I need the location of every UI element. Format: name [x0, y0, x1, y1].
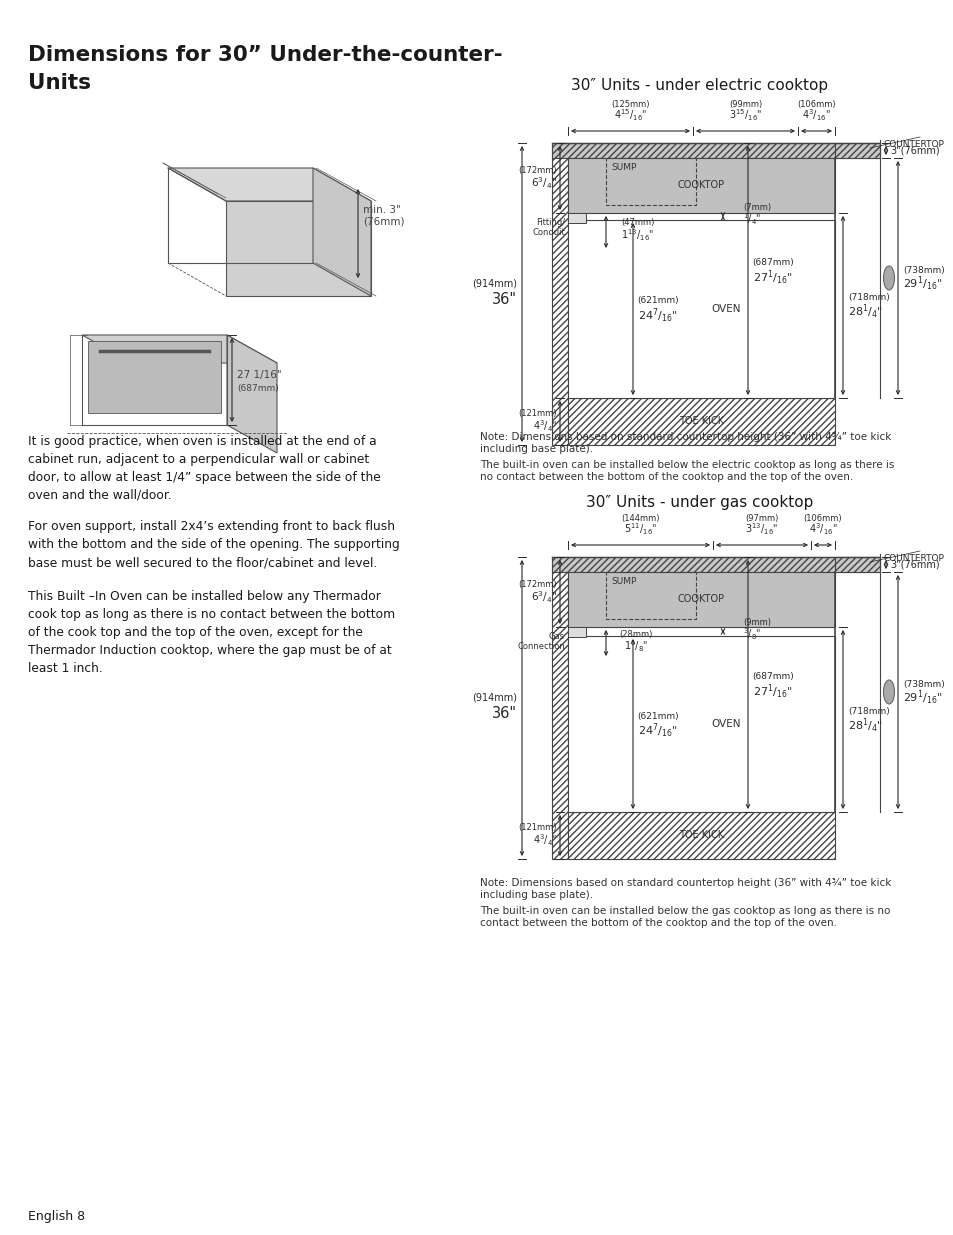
Text: (28mm): (28mm) [618, 630, 652, 638]
Text: 36": 36" [492, 293, 517, 308]
Bar [552, 557, 567, 860]
Ellipse shape [882, 266, 894, 290]
Bar [567, 572, 834, 627]
Bar [552, 557, 879, 572]
Text: 4$^{15}$/$_{16}$": 4$^{15}$/$_{16}$" [614, 107, 646, 122]
Text: (914mm): (914mm) [472, 279, 517, 289]
Bar [567, 398, 834, 445]
Text: $^{3}$/$_{8}$": $^{3}$/$_{8}$" [742, 626, 760, 642]
Text: Units: Units [28, 73, 91, 93]
Bar [834, 557, 879, 572]
Text: 27 1/16": 27 1/16" [236, 370, 281, 380]
Polygon shape [227, 335, 276, 453]
Text: COOKTOP: COOKTOP [678, 180, 724, 190]
Text: 30″ Units - under gas cooktop: 30″ Units - under gas cooktop [586, 495, 813, 510]
Text: 29$^{1}$/$_{16}$": 29$^{1}$/$_{16}$" [902, 275, 942, 293]
Text: (718mm): (718mm) [847, 293, 889, 303]
Bar [567, 158, 834, 212]
Text: 27$^{1}$/$_{16}$": 27$^{1}$/$_{16}$" [752, 268, 792, 287]
Text: For oven support, install 2x4’s extending front to back flush
with the bottom an: For oven support, install 2x4’s extendin… [28, 520, 399, 569]
Text: (914mm): (914mm) [472, 693, 517, 703]
Text: (687mm): (687mm) [751, 258, 793, 267]
Polygon shape [226, 201, 371, 296]
Bar [834, 143, 879, 158]
Text: $^{1}$/$_{4}$": $^{1}$/$_{4}$" [742, 211, 760, 227]
Text: 1$^{13}$/$_{16}$": 1$^{13}$/$_{16}$" [620, 227, 654, 243]
Text: 4$^{3}$/$_{16}$": 4$^{3}$/$_{16}$" [808, 521, 837, 537]
Text: 36": 36" [492, 706, 517, 721]
Text: English 8: English 8 [28, 1210, 85, 1223]
Text: Gas
Connection: Gas Connection [517, 632, 564, 651]
Text: (621mm): (621mm) [637, 296, 679, 305]
Text: 6$^{3}$/$_{4}$": 6$^{3}$/$_{4}$" [531, 175, 557, 190]
Text: The built-in oven can be installed below the electric cooktop as long as there i: The built-in oven can be installed below… [479, 459, 894, 482]
Text: The built-in oven can be installed below the gas cooktop as long as there is no
: The built-in oven can be installed below… [479, 906, 889, 927]
Text: (718mm): (718mm) [847, 706, 889, 716]
Text: OVEN: OVEN [711, 719, 740, 729]
Text: 30″ Units - under electric cooktop: 30″ Units - under electric cooktop [571, 78, 828, 93]
Text: TOE KICK: TOE KICK [679, 416, 723, 426]
Text: 4$^{3}$/$_{4}$": 4$^{3}$/$_{4}$" [532, 832, 557, 848]
Text: This Built –In Oven can be installed below any Thermador
cook top as long as the: This Built –In Oven can be installed bel… [28, 590, 395, 676]
Text: SUMP: SUMP [610, 577, 636, 585]
Text: COUNTERTOP: COUNTERTOP [883, 555, 943, 563]
Text: Note: Dimensions based on standard countertop height (36” with 4¾” toe kick
incl: Note: Dimensions based on standard count… [479, 878, 890, 899]
Text: 3"(76mm): 3"(76mm) [889, 559, 939, 569]
Text: 27$^{1}$/$_{16}$": 27$^{1}$/$_{16}$" [752, 682, 792, 700]
Text: (125mm): (125mm) [611, 100, 649, 110]
Text: 24$^{7}$/$_{16}$": 24$^{7}$/$_{16}$" [638, 721, 678, 740]
Text: (106mm): (106mm) [797, 100, 835, 110]
Text: (687mm): (687mm) [751, 672, 793, 680]
Text: Note: Dimensions based on standard countertop height (36” with 4¾” toe kick
incl: Note: Dimensions based on standard count… [479, 432, 890, 453]
Text: (7mm): (7mm) [742, 203, 770, 212]
Text: 28$^{1}$/$_{4}$": 28$^{1}$/$_{4}$" [847, 716, 882, 735]
Polygon shape [313, 168, 371, 296]
Bar [567, 811, 834, 860]
Text: (738mm): (738mm) [902, 679, 943, 688]
Text: (47mm): (47mm) [620, 219, 654, 227]
Bar [567, 627, 585, 637]
Text: Dimensions for 30” Under-the-counter-: Dimensions for 30” Under-the-counter- [28, 44, 502, 65]
Bar [552, 143, 567, 445]
Text: (106mm): (106mm) [802, 515, 841, 524]
Text: (144mm): (144mm) [620, 515, 659, 524]
Text: 24$^{7}$/$_{16}$": 24$^{7}$/$_{16}$" [638, 306, 678, 325]
Text: 3$^{13}$/$_{16}$": 3$^{13}$/$_{16}$" [744, 521, 778, 537]
Text: COUNTERTOP: COUNTERTOP [883, 140, 943, 149]
Text: (172mm): (172mm) [517, 165, 557, 174]
Bar [552, 143, 879, 158]
Text: 3"(76mm): 3"(76mm) [889, 146, 939, 156]
Text: TOE KICK: TOE KICK [679, 830, 723, 841]
Text: 1$^{1}$/$_{8}$": 1$^{1}$/$_{8}$" [623, 638, 647, 653]
Text: (99mm): (99mm) [728, 100, 761, 110]
Text: (172mm): (172mm) [517, 579, 557, 589]
Text: OVEN: OVEN [711, 304, 740, 314]
Text: 4$^{3}$/$_{16}$": 4$^{3}$/$_{16}$" [801, 107, 830, 122]
Bar [567, 636, 834, 811]
Polygon shape [82, 335, 276, 363]
Text: 6$^{3}$/$_{4}$": 6$^{3}$/$_{4}$" [531, 589, 557, 605]
Text: min. 3"
(76mm): min. 3" (76mm) [363, 205, 404, 226]
Text: (9mm): (9mm) [742, 618, 770, 627]
Text: 4$^{3}$/$_{4}$": 4$^{3}$/$_{4}$" [532, 419, 557, 435]
Text: SUMP: SUMP [610, 163, 636, 172]
Text: (621mm): (621mm) [637, 711, 679, 720]
Bar [567, 212, 585, 224]
Text: 29$^{1}$/$_{16}$": 29$^{1}$/$_{16}$" [902, 689, 942, 708]
Text: (738mm): (738mm) [902, 266, 943, 274]
Text: It is good practice, when oven is installed at the end of a
cabinet run, adjacen: It is good practice, when oven is instal… [28, 435, 380, 501]
Ellipse shape [882, 680, 894, 704]
Text: 28$^{1}$/$_{4}$": 28$^{1}$/$_{4}$" [847, 303, 882, 321]
Text: 3$^{15}$/$_{16}$": 3$^{15}$/$_{16}$" [728, 107, 761, 122]
Polygon shape [168, 168, 371, 201]
Bar [567, 220, 834, 398]
Text: (97mm): (97mm) [744, 515, 778, 524]
Text: 5$^{11}$/$_{16}$": 5$^{11}$/$_{16}$" [623, 521, 657, 537]
Text: (121mm): (121mm) [518, 823, 557, 832]
Text: COOKTOP: COOKTOP [678, 594, 724, 604]
Text: (121mm): (121mm) [518, 409, 557, 417]
Polygon shape [88, 341, 221, 412]
Text: (687mm): (687mm) [236, 384, 278, 394]
Text: Fitting/
Conduit: Fitting/ Conduit [532, 219, 564, 237]
